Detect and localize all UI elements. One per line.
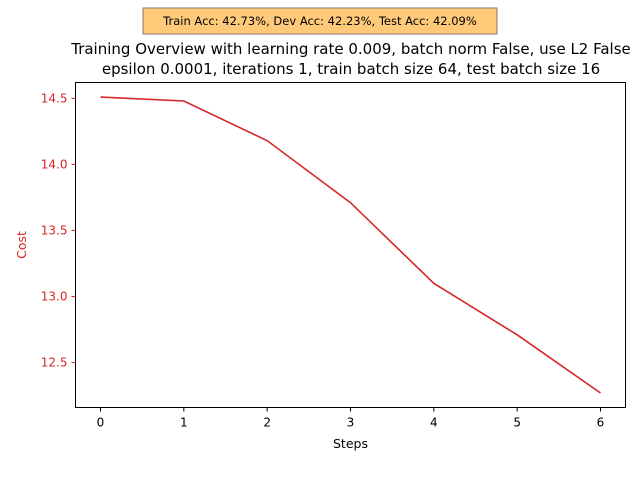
- x-axis-label: Steps: [333, 436, 368, 451]
- accuracy-annotation-text: Train Acc: 42.73%, Dev Acc: 42.23%, Test…: [162, 14, 477, 28]
- chart-title-line-1: Training Overview with learning rate 0.0…: [70, 40, 631, 58]
- cost-series-line: [100, 96, 601, 394]
- x-tick-label: 4: [430, 416, 438, 430]
- y-tick-label: 12.5: [41, 356, 68, 370]
- chart-title-line-2: epsilon 0.0001, iterations 1, train batc…: [102, 60, 600, 78]
- accuracy-annotation-box: [142, 7, 498, 35]
- y-axis-label: Cost: [14, 231, 29, 259]
- x-axis-ticks: 0 1 2 3 4 5 6: [97, 407, 605, 430]
- y-tick-label: 14.5: [41, 91, 68, 105]
- y-tick-label: 13.5: [41, 223, 68, 237]
- x-tick-label: 6: [597, 416, 605, 430]
- x-tick-label: 5: [513, 416, 521, 430]
- x-tick-label: 2: [263, 416, 271, 430]
- x-tick-label: 0: [97, 416, 105, 430]
- y-tick-label: 14.0: [41, 157, 68, 171]
- x-tick-label: 1: [180, 416, 188, 430]
- y-tick-label: 13.0: [41, 290, 68, 304]
- y-axis-ticks: 12.5 13.0 13.5 14.0 14.5: [41, 91, 76, 370]
- x-tick-label: 3: [347, 416, 355, 430]
- accuracy-annotation: Train Acc: 42.73%, Dev Acc: 42.23%, Test…: [142, 7, 498, 35]
- plot-area-frame: [75, 82, 626, 408]
